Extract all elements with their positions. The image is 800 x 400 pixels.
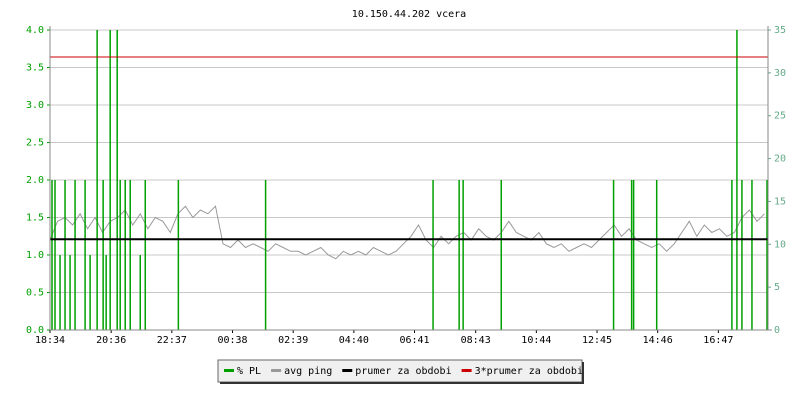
y2-tick-label: 10: [774, 239, 786, 250]
y-tick-label: 2.5: [26, 138, 44, 149]
x-tick-label: 10:44: [521, 335, 551, 346]
y2-tick-label: 0: [774, 325, 780, 336]
legend-swatch: [461, 369, 472, 372]
y2-tick-label: 30: [774, 68, 786, 79]
x-tick-label: 06:41: [399, 335, 429, 346]
y2-tick-label: 5: [774, 282, 780, 293]
x-tick-label: 16:47: [703, 335, 733, 346]
y-tick-label: 3.0: [26, 100, 44, 111]
x-tick-label: 14:46: [643, 335, 673, 346]
y-tick-label: 0.0: [26, 325, 44, 336]
y-tick-label: 1.0: [26, 250, 44, 261]
x-tick-label: 08:43: [461, 335, 491, 346]
y-tick-label: 2.0: [26, 175, 44, 186]
y2-tick-label: 15: [774, 196, 786, 207]
legend-swatch: [271, 369, 282, 372]
y-tick-label: 4.0: [26, 25, 44, 36]
x-tick-label: 20:36: [96, 335, 126, 346]
legend-label: avg ping: [284, 366, 332, 377]
y-tick-label: 0.5: [26, 288, 44, 299]
x-tick-label: 18:34: [35, 335, 65, 346]
y2-tick-label: 20: [774, 154, 786, 165]
x-tick-label: 04:40: [339, 335, 369, 346]
y2-tick-label: 35: [774, 25, 786, 36]
x-tick-label: 00:38: [217, 335, 247, 346]
legend-label: prumer za obdobi: [355, 366, 451, 377]
y2-tick-label: 25: [774, 111, 786, 122]
legend-swatch: [224, 369, 234, 372]
legend: % PL avg ping prumer za obdobi 3*prumer za …: [217, 359, 584, 384]
legend-swatch: [342, 369, 353, 372]
legend-label: 3*prumer za obdobi: [475, 366, 583, 377]
x-tick-label: 22:37: [157, 335, 187, 346]
y-tick-label: 1.5: [26, 213, 44, 224]
x-tick-label: 12:45: [582, 335, 612, 346]
legend-label: % PL: [237, 366, 261, 377]
y-tick-label: 3.5: [26, 63, 44, 74]
chart-title: 10.150.44.202 vcera: [352, 9, 466, 20]
x-tick-label: 02:39: [278, 335, 308, 346]
